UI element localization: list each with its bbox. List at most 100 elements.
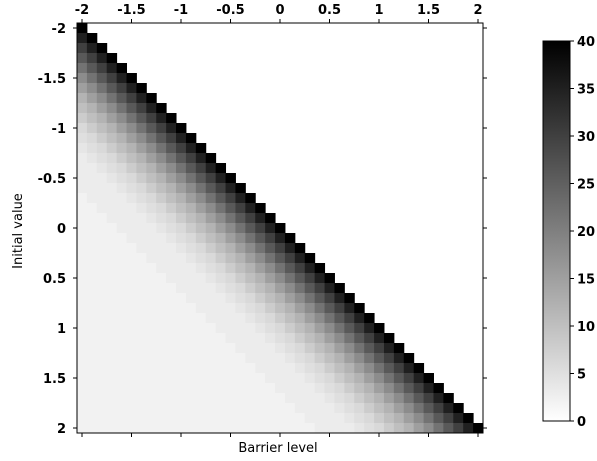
heatmap-cell <box>126 103 137 114</box>
heatmap-cell <box>126 293 137 304</box>
heatmap-cell <box>195 403 207 414</box>
heatmap-cell <box>96 123 108 134</box>
heatmap-cell <box>86 63 98 74</box>
heatmap-cell <box>275 393 286 404</box>
heatmap-cell <box>77 113 88 124</box>
colorbar-ticks: 0 5 10 15 20 25 30 35 40 <box>570 35 595 430</box>
heatmap-cell <box>403 403 415 414</box>
heatmap-cell <box>96 73 108 84</box>
heatmap-cell <box>245 253 256 264</box>
heatmap-cell <box>116 173 128 184</box>
heatmap-cell <box>185 263 197 274</box>
heatmap-cell <box>324 383 335 394</box>
heatmap-cell <box>116 233 128 244</box>
heatmap-cell <box>294 403 306 414</box>
heatmap-cell <box>126 303 137 314</box>
heatmap-cell <box>116 93 128 104</box>
heatmap-cell <box>195 183 207 194</box>
heatmap-cell <box>205 383 217 394</box>
heatmap-cell <box>116 113 128 124</box>
heatmap-cell <box>393 363 405 374</box>
heatmap-cell <box>185 283 197 294</box>
heatmap-cell <box>86 163 98 174</box>
heatmap-cell <box>393 423 405 434</box>
heatmap-cell <box>205 183 217 194</box>
heatmap-cell <box>166 363 177 374</box>
heatmap-cell <box>126 113 137 124</box>
heatmap-cell <box>116 413 128 424</box>
heatmap-cell <box>275 383 286 394</box>
heatmap-cell <box>275 253 286 264</box>
heatmap-cell <box>304 263 316 274</box>
heatmap-cell <box>176 263 187 274</box>
heatmap-cell <box>284 363 296 374</box>
heatmap-cell <box>116 253 128 264</box>
heatmap-cell <box>86 53 98 64</box>
heatmap-cell <box>215 373 227 384</box>
heatmap-cell <box>126 73 137 84</box>
heatmap-cell <box>255 423 266 434</box>
heatmap-cell <box>195 363 207 374</box>
heatmap-cell <box>146 163 157 174</box>
heatmap-cell <box>166 393 177 404</box>
heatmap-cell <box>364 313 375 324</box>
heatmap-cell <box>433 403 444 414</box>
heatmap-cell <box>235 393 246 404</box>
x-tick-label: 0 <box>275 3 284 18</box>
heatmap-cell <box>166 243 177 254</box>
heatmap-cell <box>354 313 365 324</box>
heatmap-cell <box>146 203 157 214</box>
heatmap-cell <box>77 163 88 174</box>
heatmap-cell <box>374 403 385 414</box>
heatmap-cell <box>185 273 197 284</box>
heatmap-cell <box>96 273 108 284</box>
heatmap-cell <box>255 333 266 344</box>
heatmap-cell <box>176 233 187 244</box>
heatmap-cell <box>126 193 137 204</box>
heatmap-cell <box>166 233 177 244</box>
heatmap-cell <box>185 233 197 244</box>
heatmap-cell <box>413 373 425 384</box>
heatmap-cell <box>423 373 434 384</box>
heatmap-cell <box>126 393 137 404</box>
heatmap-cell <box>166 373 177 384</box>
heatmap-cell <box>116 83 128 94</box>
heatmap-cell <box>116 273 128 284</box>
heatmap-cell <box>225 213 236 224</box>
heatmap-cell <box>86 83 98 94</box>
heatmap-cell <box>77 53 88 64</box>
heatmap-cell <box>126 83 137 94</box>
heatmap-cell <box>195 333 207 344</box>
heatmap-cell <box>146 333 157 344</box>
heatmap-cell <box>225 333 236 344</box>
heatmap-cell <box>304 383 316 394</box>
heatmap-cell <box>96 93 108 104</box>
heatmap-cell <box>235 253 246 264</box>
y-tick-label: -0.5 <box>38 172 66 187</box>
heatmap-cell <box>334 303 345 314</box>
heatmap-cell <box>86 183 98 194</box>
heatmap-cell <box>393 353 405 364</box>
heatmap-cell <box>126 263 137 274</box>
heatmap-cell <box>275 363 286 374</box>
heatmap-cell <box>77 203 88 214</box>
y-tick-label: 2 <box>57 422 66 437</box>
heatmap-cell <box>324 423 335 434</box>
heatmap-cell <box>205 153 217 164</box>
heatmap-cell <box>245 243 256 254</box>
heatmap-cell <box>96 243 108 254</box>
heatmap-cell <box>215 233 227 244</box>
heatmap-cell <box>195 353 207 364</box>
heatmap-cell <box>324 333 335 344</box>
heatmap-cell <box>96 43 108 54</box>
heatmap-cell <box>86 303 98 314</box>
heatmap-cell <box>156 293 167 304</box>
heatmap-cell <box>205 163 217 174</box>
heatmap-cell <box>116 363 128 374</box>
heatmap-cell <box>205 193 217 204</box>
heatmap-cell <box>255 203 266 214</box>
heatmap-cell <box>383 373 395 384</box>
heatmap-cell <box>96 363 108 374</box>
heatmap-cell <box>215 403 227 414</box>
heatmap-cell <box>166 163 177 174</box>
